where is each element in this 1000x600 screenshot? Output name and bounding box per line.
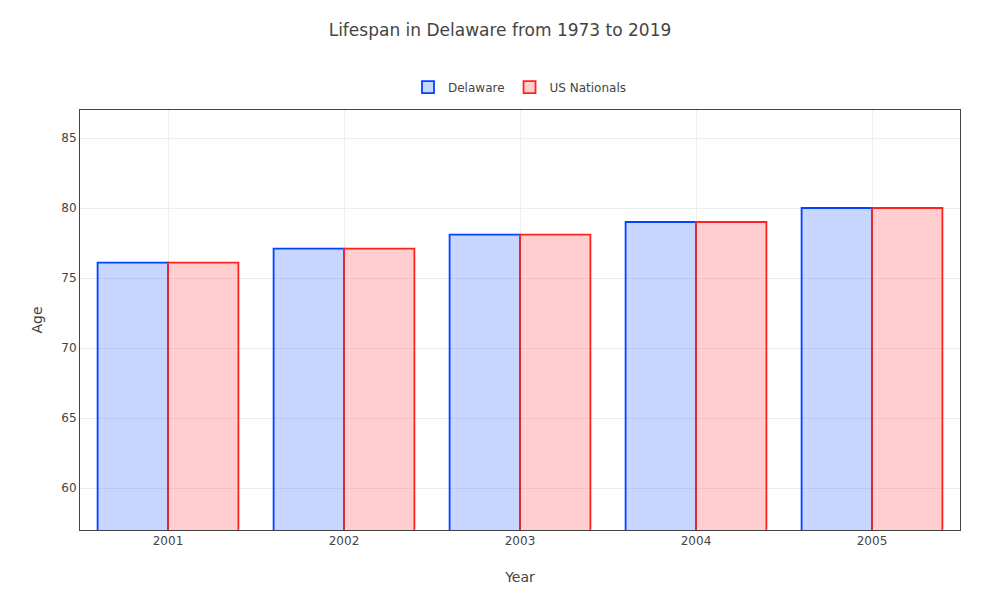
svg-text:75: 75 (61, 271, 76, 285)
svg-text:65: 65 (61, 411, 76, 425)
svg-text:70: 70 (61, 341, 76, 355)
svg-text:US Nationals: US Nationals (550, 81, 626, 95)
svg-text:2003: 2003 (505, 534, 536, 548)
svg-text:85: 85 (61, 131, 76, 145)
svg-text:Age: Age (29, 306, 45, 333)
svg-text:2001: 2001 (153, 534, 184, 548)
svg-text:Year: Year (504, 569, 535, 585)
svg-text:Lifespan in Delaware from 1973: Lifespan in Delaware from 1973 to 2019 (329, 20, 672, 40)
svg-text:60: 60 (61, 481, 76, 495)
svg-text:80: 80 (61, 201, 76, 215)
svg-text:Delaware: Delaware (448, 81, 505, 95)
svg-text:2005: 2005 (857, 534, 888, 548)
svg-text:2004: 2004 (681, 534, 712, 548)
svg-text:2002: 2002 (329, 534, 360, 548)
